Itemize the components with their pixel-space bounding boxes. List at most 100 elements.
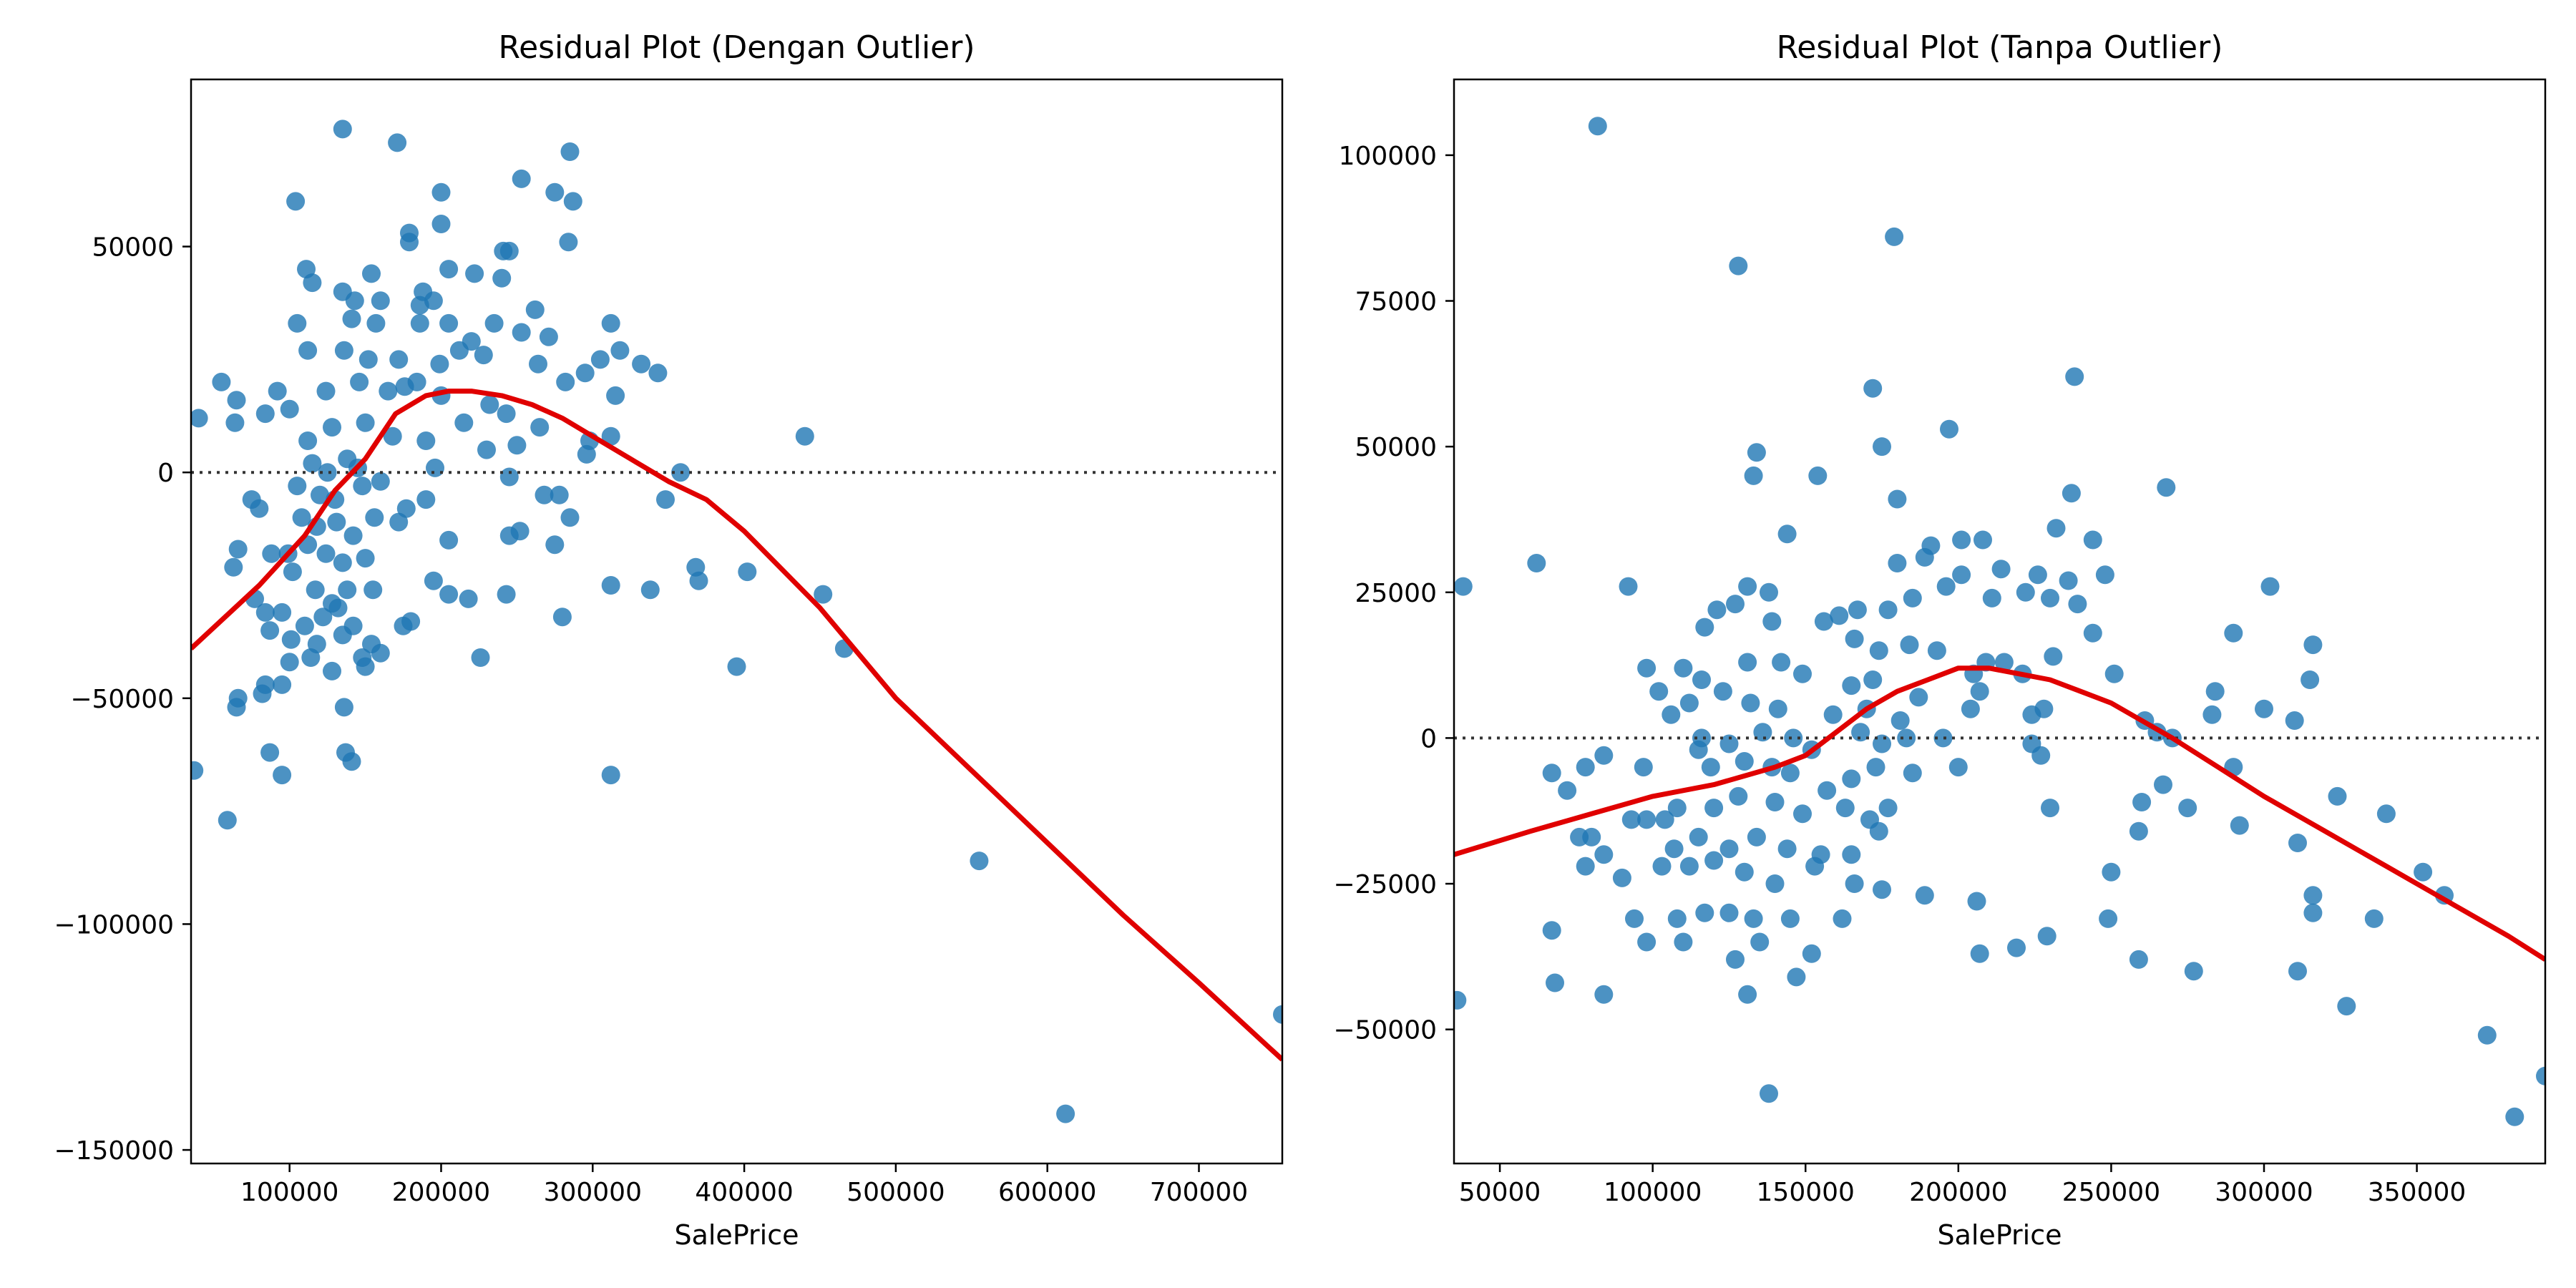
scatter-point — [365, 508, 384, 527]
scatter-point — [431, 215, 451, 233]
scatter-point — [1762, 612, 1782, 631]
scatter-point — [484, 313, 504, 333]
scatter-point — [2046, 519, 2066, 538]
scatter-point — [535, 485, 554, 504]
scatter-point — [459, 589, 478, 608]
scatter-point — [601, 313, 620, 333]
scatter-point — [1719, 839, 1739, 859]
scatter-point — [288, 313, 307, 333]
scatter-point — [268, 381, 287, 401]
x-tick-label: 100000 — [1604, 1178, 1702, 1207]
scatter-points — [191, 119, 1282, 1123]
scatter-point — [1719, 734, 1739, 753]
scatter-point — [1873, 880, 1891, 899]
scatter-point — [1842, 676, 1861, 696]
scatter-point — [439, 530, 459, 550]
scatter-point — [273, 766, 292, 785]
scatter-point — [383, 426, 402, 446]
scatter-point — [560, 142, 580, 161]
scatter-point — [454, 413, 474, 432]
scatter-point — [1952, 565, 1971, 585]
scatter-point — [550, 485, 569, 504]
scatter-point — [449, 341, 469, 360]
scatter-point — [298, 431, 318, 450]
y-tick-label: −100000 — [54, 910, 174, 940]
scatter-point — [656, 490, 675, 509]
chart-panel-1: Residual Plot (Dengan Outlier) 100000 2000… — [54, 29, 1284, 1251]
scatter-point — [1695, 618, 1714, 637]
scatter-point — [2016, 582, 2035, 602]
scatter-point — [1818, 781, 1837, 800]
scatter-point — [1637, 658, 1657, 678]
scatter-point — [1542, 921, 1561, 940]
scatter-point — [1835, 799, 1855, 818]
x-tick-label: 150000 — [1757, 1178, 1855, 1207]
scatter-point — [338, 580, 357, 600]
scatter-point — [225, 413, 245, 432]
scatter-point — [356, 549, 375, 568]
scatter-point — [333, 119, 352, 139]
scatter-point — [640, 580, 660, 600]
scatter-point — [439, 313, 459, 333]
y-tick-label: 0 — [1420, 724, 1437, 753]
scatter-point — [1662, 705, 1681, 724]
y-tick-label: 50000 — [92, 233, 174, 263]
x-tick-label: 350000 — [2368, 1178, 2466, 1207]
scatter-point — [343, 526, 363, 545]
axes-frame — [190, 78, 1284, 1165]
x-axis-label: SalePrice — [674, 1219, 799, 1251]
scatter-point — [2083, 623, 2102, 643]
scatter-point — [1674, 932, 1693, 952]
scatter-point — [366, 313, 386, 333]
scatter-point — [1897, 728, 1916, 748]
y-tick-label: −50000 — [1333, 1016, 1437, 1045]
scatter-point — [1863, 379, 1883, 398]
scatter-point — [1869, 821, 1888, 841]
x-tick-label: 100000 — [240, 1178, 338, 1207]
scatter-point — [379, 381, 398, 401]
scatter-point — [530, 418, 550, 437]
y-tick-label: −25000 — [1333, 870, 1437, 899]
scatter-point — [262, 544, 281, 563]
scatter-point — [260, 743, 280, 762]
scatter-point — [1707, 600, 1727, 620]
scatter-point — [2288, 834, 2307, 852]
scatter-point — [1970, 682, 1989, 701]
scatter-point — [2303, 886, 2323, 905]
scatter-point — [1738, 577, 1757, 596]
scatter-point — [1667, 799, 1687, 818]
scatter-point — [601, 426, 620, 446]
scatter-point — [1612, 868, 1631, 887]
scatter-points — [1454, 117, 2545, 1126]
scatter-point — [1704, 799, 1724, 818]
scatter-point — [303, 273, 322, 293]
scatter-point — [212, 372, 231, 391]
scatter-point — [227, 391, 246, 410]
scatter-point — [306, 580, 325, 600]
scatter-point — [362, 264, 381, 283]
scatter-point — [1915, 886, 1934, 905]
scatter-point — [327, 512, 346, 532]
scatter-point — [1637, 932, 1657, 952]
scatter-point — [648, 364, 668, 383]
chart-title: Residual Plot (Dengan Outlier) — [498, 29, 975, 66]
scatter-point — [1780, 909, 1800, 928]
scatter-point — [1802, 944, 1821, 963]
scatter-point — [1735, 862, 1754, 882]
scatter-point — [416, 431, 436, 450]
scatter-point — [292, 508, 311, 527]
x-tick-label: 600000 — [998, 1178, 1096, 1207]
scatter-point — [1704, 851, 1724, 870]
scatter-point — [2205, 682, 2225, 701]
scatter-point — [364, 580, 383, 600]
y-tick-label: 50000 — [1355, 433, 1437, 462]
scatter-point — [2041, 799, 2059, 818]
scatter-point — [1637, 810, 1657, 829]
scatter-point — [1866, 758, 1885, 777]
x-tick-label: 250000 — [2062, 1178, 2160, 1207]
scatter-point — [1974, 530, 1992, 550]
scatter-point — [1652, 857, 1672, 876]
scatter-point — [227, 698, 246, 717]
scatter-point — [1588, 117, 1607, 136]
scatter-point — [2129, 821, 2148, 841]
